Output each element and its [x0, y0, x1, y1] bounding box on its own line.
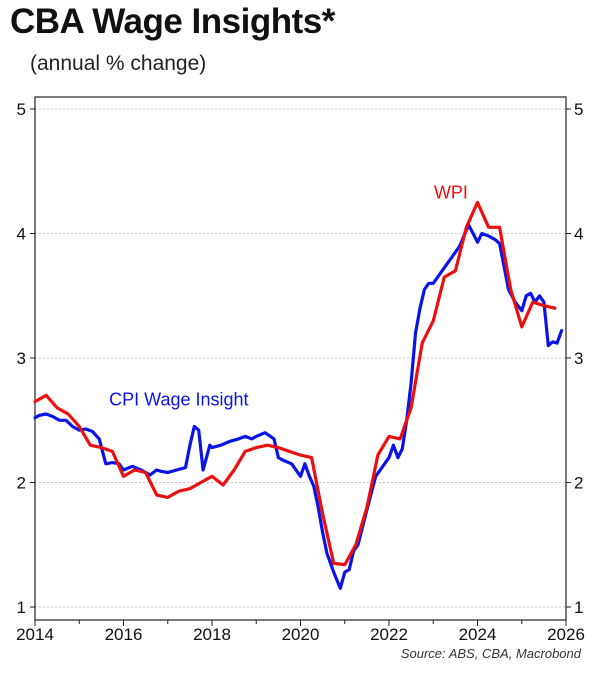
y-tick-label-left: 2	[17, 474, 26, 493]
y-tick-label-left: 4	[17, 225, 26, 244]
x-tick-label: 2018	[193, 625, 231, 644]
y-tick-label-right: 5	[574, 100, 583, 119]
x-tick-label: 2024	[459, 625, 497, 644]
cpi-wage-insight-label: CPI Wage Insight	[109, 389, 248, 409]
y-tick-label-left: 3	[17, 349, 26, 368]
y-axis-right: 1 2 3 4 5	[566, 100, 583, 617]
y-tick-label-left: 1	[17, 598, 26, 617]
cpi-wage-insight-line	[33, 223, 564, 590]
y-tick-label-right: 3	[574, 349, 583, 368]
chart-title: CBA Wage Insights*	[10, 2, 335, 41]
x-tick-label: 2026	[547, 625, 585, 644]
y-tick-label-right: 4	[574, 225, 583, 244]
y-axis-left: 1 2 3 4 5	[17, 100, 35, 617]
x-axis: 2014 2016 2018 2020 2022 2024 2026	[16, 620, 585, 644]
x-tick-label: 2020	[282, 625, 320, 644]
y-tick-label-left: 5	[17, 100, 26, 119]
wpi-line	[33, 200, 557, 567]
wpi-label: WPI	[434, 183, 468, 203]
y-tick-label-right: 2	[574, 474, 583, 493]
series-layer	[33, 200, 564, 590]
gridlines	[35, 108, 566, 608]
x-tick-label: 2016	[105, 625, 143, 644]
y-tick-label-right: 1	[574, 598, 583, 617]
chart-subtitle: (annual % change)	[30, 52, 207, 75]
annotation-layer: CPI Wage Insight WPI	[109, 183, 468, 410]
source-note: Source: ABS, CBA, Macrobond	[400, 646, 581, 661]
x-tick-label: 2022	[370, 625, 408, 644]
x-tick-label: 2014	[16, 625, 54, 644]
